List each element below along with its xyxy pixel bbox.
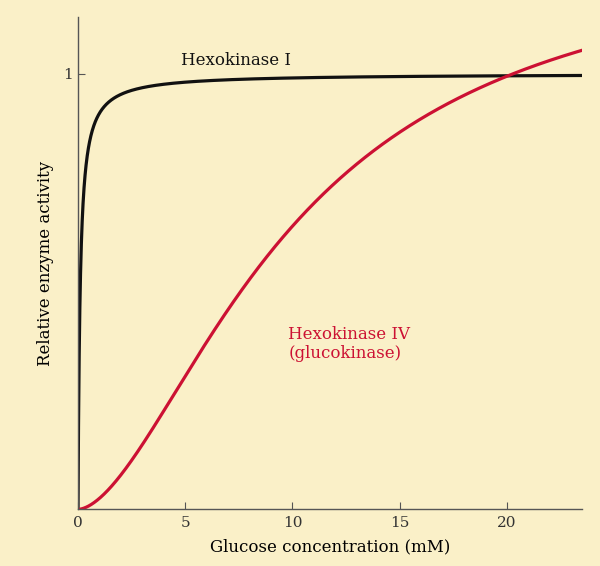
X-axis label: Glucose concentration (mM): Glucose concentration (mM) xyxy=(210,539,450,556)
Text: Hexokinase IV
(glucokinase): Hexokinase IV (glucokinase) xyxy=(288,325,410,362)
Y-axis label: Relative enzyme activity: Relative enzyme activity xyxy=(37,161,55,366)
Text: Hexokinase I: Hexokinase I xyxy=(181,52,291,69)
